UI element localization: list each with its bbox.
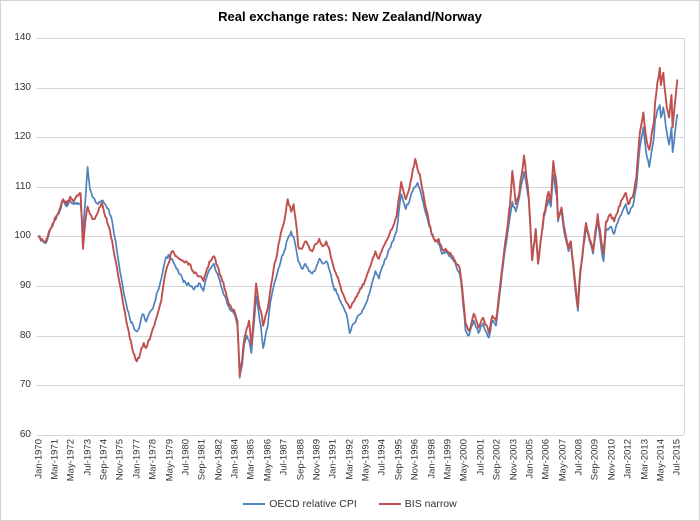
x-axis-tick-label: May-1979 <box>163 439 175 482</box>
x-axis-tick-label: Jul-2001 <box>474 439 486 476</box>
x-axis-tick-label: Sep-2002 <box>491 439 503 481</box>
x-axis-tick-label: Jan-1991 <box>327 439 339 479</box>
y-axis-tick-label: 130 <box>14 81 31 93</box>
x-axis-tick-label: Jan-2005 <box>524 439 536 479</box>
x-axis-tick-label: Jul-1987 <box>278 439 290 476</box>
x-axis-tick-label: May-1993 <box>360 439 372 482</box>
legend: OECD relative CPI BIS narrow <box>1 498 699 510</box>
legend-label-oecd: OECD relative CPI <box>269 498 357 510</box>
x-axis-tick-label: Jul-1994 <box>376 439 388 476</box>
x-axis-tick-label: Sep-1981 <box>196 439 208 481</box>
legend-item-bis: BIS narrow <box>378 498 457 510</box>
x-axis-tick-label: Sep-2009 <box>589 439 601 481</box>
y-axis-tick-label: 120 <box>14 131 31 143</box>
x-axis-tick-label: Jul-2015 <box>671 439 683 476</box>
x-axis-tick-label: May-2007 <box>556 439 568 482</box>
x-axis-tick-label: Jan-2012 <box>622 439 634 479</box>
y-axis-tick-label: 80 <box>19 329 31 341</box>
x-axis-tick-label: Jan-1977 <box>131 439 143 479</box>
x-axis-tick-label: Jul-1980 <box>180 439 192 476</box>
x-axis-tick-label: May-1972 <box>65 439 77 482</box>
y-axis-tick-label: 100 <box>14 230 31 242</box>
x-axis-tick-label: Nov-1996 <box>409 439 421 481</box>
y-axis-tick-label: 90 <box>19 280 31 291</box>
y-axis-tick-label: 60 <box>19 428 31 440</box>
series-line-bis <box>37 66 679 377</box>
legend-line-swatch-oecd <box>243 502 266 506</box>
y-axis-tick-label: 110 <box>15 180 31 192</box>
x-axis-tick-label: Mar-1999 <box>442 439 454 480</box>
x-axis-tick-label: Sep-1974 <box>98 439 110 481</box>
x-axis-tick-label: Jul-1973 <box>81 439 93 476</box>
x-axis-tick-label: Mar-2013 <box>638 439 650 480</box>
x-axis-tick-label: Jan-1998 <box>425 439 437 479</box>
x-axis-tick-label: Nov-1989 <box>311 439 323 481</box>
x-axis-tick-label: Jan-1984 <box>229 439 241 479</box>
x-axis-tick-label: May-2000 <box>458 439 470 482</box>
x-axis-tick-label: Mar-1978 <box>147 439 159 480</box>
x-axis-tick-label: Nov-1982 <box>212 439 224 481</box>
x-axis-tick-label: Nov-2003 <box>507 439 519 481</box>
x-axis-tick-label: May-2014 <box>655 439 667 482</box>
legend-item-oecd: OECD relative CPI <box>243 498 357 510</box>
x-axis-tick-label: Mar-1992 <box>343 439 355 480</box>
legend-line-swatch-bis <box>378 502 401 506</box>
x-axis-tick-label: May-1986 <box>262 439 274 482</box>
x-axis-tick-label: Mar-1985 <box>245 439 257 480</box>
x-axis-tick-label: Jan-1970 <box>32 439 44 479</box>
x-axis-tick-label: Mar-2006 <box>540 439 552 480</box>
x-axis-tick-label: Sep-1988 <box>294 439 306 481</box>
x-axis-tick-label: Sep-1995 <box>393 439 405 481</box>
x-axis-tick-label: Mar-1971 <box>49 439 61 480</box>
x-axis-tick-label: Nov-2010 <box>606 439 618 481</box>
legend-label-bis: BIS narrow <box>404 498 457 510</box>
chart-title: Real exchange rates: New Zealand/Norway <box>218 9 482 24</box>
x-axis-tick-label: Nov-1975 <box>114 439 126 481</box>
y-axis-tick-label: 140 <box>14 32 31 43</box>
y-axis-tick-label: 70 <box>19 379 31 391</box>
x-axis-tick-label: Jul-2008 <box>573 439 585 476</box>
